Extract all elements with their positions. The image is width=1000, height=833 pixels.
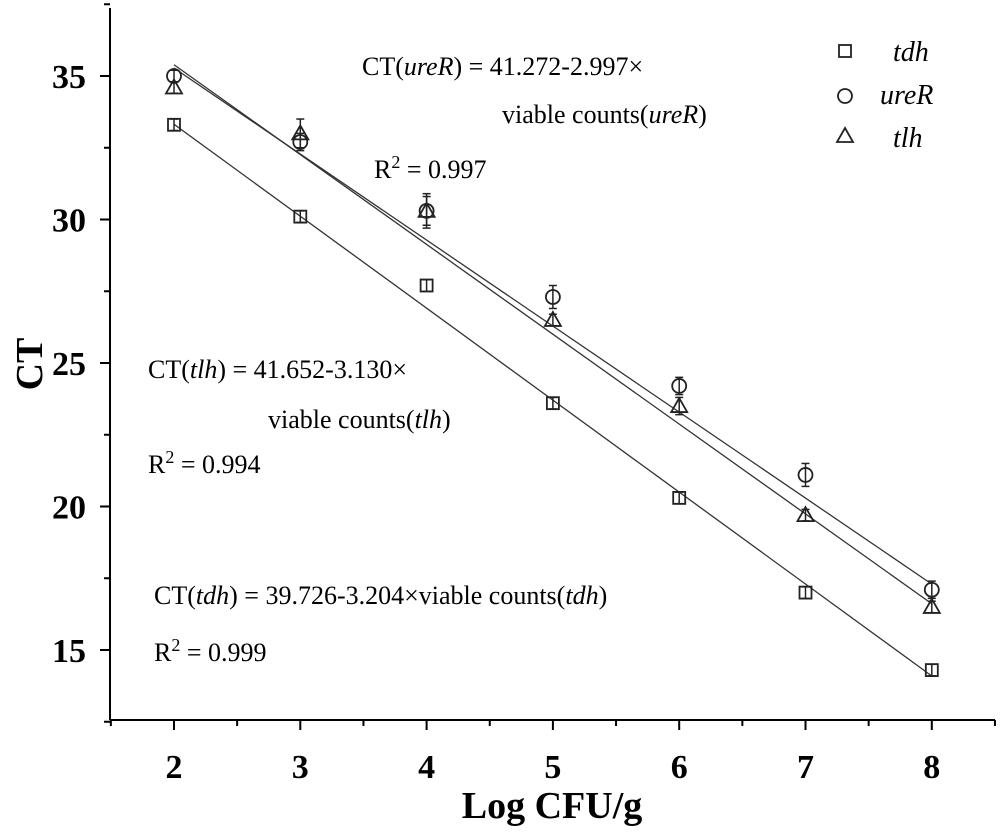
data-point-urer — [671, 378, 688, 394]
tlh-equation-line1: CT(tlh) = 41.652-3.130× — [148, 355, 407, 384]
legend: tdh ureR tlh — [835, 37, 933, 154]
y-tick-label: 30 — [52, 203, 86, 240]
urer-equation-line2: viable counts(ureR) — [502, 100, 707, 129]
fit-line-tlh — [173, 64, 933, 605]
y-tick-label: 35 — [52, 59, 86, 96]
data-point-tdh — [798, 585, 813, 600]
legend-item-tlh: tlh — [835, 123, 923, 154]
annotation-tdh: CT(tdh) = 39.726-3.204×viable counts(tdh… — [154, 581, 607, 667]
legend-circle-marker — [837, 88, 853, 104]
x-tick-label: 6 — [671, 749, 688, 786]
tlh-equation-line2: viable counts(tlh) — [268, 405, 451, 434]
data-point-tdh — [167, 117, 181, 132]
legend-item-urer: ureR — [837, 80, 933, 111]
legend-item-tdh: tdh — [838, 37, 929, 68]
data-point-tdh — [546, 396, 560, 411]
legend-label-tlh: tlh — [893, 123, 923, 154]
y-tick-label: 20 — [52, 490, 86, 527]
data-point-tlh — [290, 123, 310, 141]
data-point-tdh — [293, 209, 308, 224]
x-tick-label: 2 — [166, 749, 183, 786]
legend-triangle-marker — [835, 126, 855, 143]
x-axis-title: Log CFU/g — [462, 785, 643, 827]
data-point-tdh — [924, 663, 939, 677]
x-tick-label: 5 — [544, 749, 561, 786]
data-point-tdh — [672, 490, 687, 505]
data-point-urer — [797, 467, 814, 483]
tdh-r-squared: R2 = 0.999 — [154, 635, 267, 667]
tlh-r-squared: R2 = 0.994 — [148, 447, 261, 479]
y-axis-title: CT — [9, 338, 51, 391]
data-point-tlh — [164, 77, 184, 95]
legend-square-marker — [838, 44, 852, 58]
tdh-equation-line1: CT(tdh) = 39.726-3.204×viable counts(tdh… — [154, 581, 607, 610]
y-tick-label: 15 — [52, 633, 86, 670]
legend-label-urer: ureR — [880, 80, 933, 111]
data-point-tdh — [419, 278, 434, 293]
plot-area: 2 3 4 5 6 7 8 15 20 25 30 35 — [52, 3, 996, 786]
data-point-tlh — [669, 396, 689, 413]
annotation-urer: CT(ureR) = 41.272-2.997× viable counts(u… — [362, 52, 707, 184]
annotation-tlh: CT(tlh) = 41.652-3.130× viable counts(tl… — [148, 355, 451, 479]
data-point-tlh — [417, 201, 437, 218]
data-point-tlh — [795, 505, 816, 523]
data-point-urer — [923, 581, 940, 598]
data-point-tlh — [922, 597, 942, 614]
x-tick-label: 8 — [923, 749, 940, 786]
legend-label-tdh: tdh — [893, 37, 929, 68]
data-point-urer — [545, 289, 561, 305]
urer-r-squared: R2 = 0.997 — [374, 152, 487, 184]
x-tick-label: 3 — [292, 749, 309, 786]
data-points — [164, 68, 942, 677]
x-tick-label: 7 — [797, 749, 814, 786]
x-tick-label: 4 — [418, 749, 435, 786]
y-tick-label: 25 — [52, 346, 86, 383]
axis-ticks: 2 3 4 5 6 7 8 15 20 25 30 35 — [52, 3, 996, 786]
urer-equation-line1: CT(ureR) = 41.272-2.997× — [362, 52, 643, 81]
data-point-tlh — [543, 310, 563, 327]
